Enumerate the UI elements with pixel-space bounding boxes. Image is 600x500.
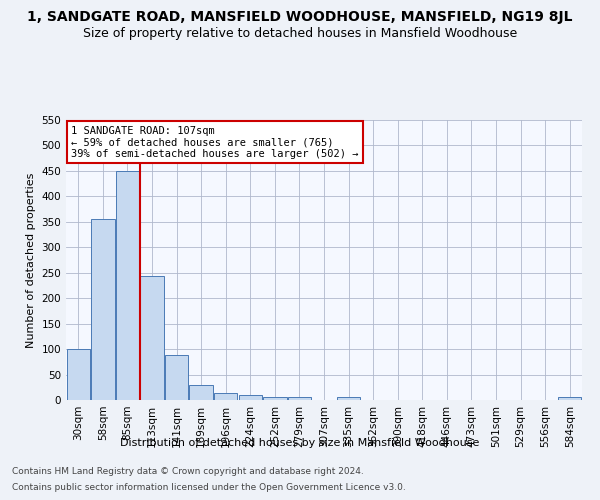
Y-axis label: Number of detached properties: Number of detached properties [26,172,36,348]
Bar [67,349,90,400]
Text: Contains public sector information licensed under the Open Government Licence v3: Contains public sector information licen… [12,482,406,492]
Text: Distribution of detached houses by size in Mansfield Woodhouse: Distribution of detached houses by size … [121,438,479,448]
Bar [288,398,311,400]
Text: 1 SANDGATE ROAD: 107sqm
← 59% of detached houses are smaller (765)
39% of semi-d: 1 SANDGATE ROAD: 107sqm ← 59% of detache… [71,126,359,159]
Bar [165,355,188,400]
Text: 1, SANDGATE ROAD, MANSFIELD WOODHOUSE, MANSFIELD, NG19 8JL: 1, SANDGATE ROAD, MANSFIELD WOODHOUSE, M… [27,10,573,24]
Bar [91,220,115,400]
Bar [190,384,213,400]
Text: Contains HM Land Registry data © Crown copyright and database right 2024.: Contains HM Land Registry data © Crown c… [12,468,364,476]
Bar [558,398,581,400]
Bar [116,171,139,400]
Bar [214,393,238,400]
Bar [239,396,262,400]
Text: Size of property relative to detached houses in Mansfield Woodhouse: Size of property relative to detached ho… [83,28,517,40]
Bar [337,398,360,400]
Bar [140,276,164,400]
Bar [263,398,287,400]
